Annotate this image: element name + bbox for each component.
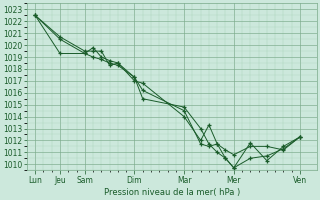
X-axis label: Pression niveau de la mer( hPa ): Pression niveau de la mer( hPa ) xyxy=(104,188,240,197)
